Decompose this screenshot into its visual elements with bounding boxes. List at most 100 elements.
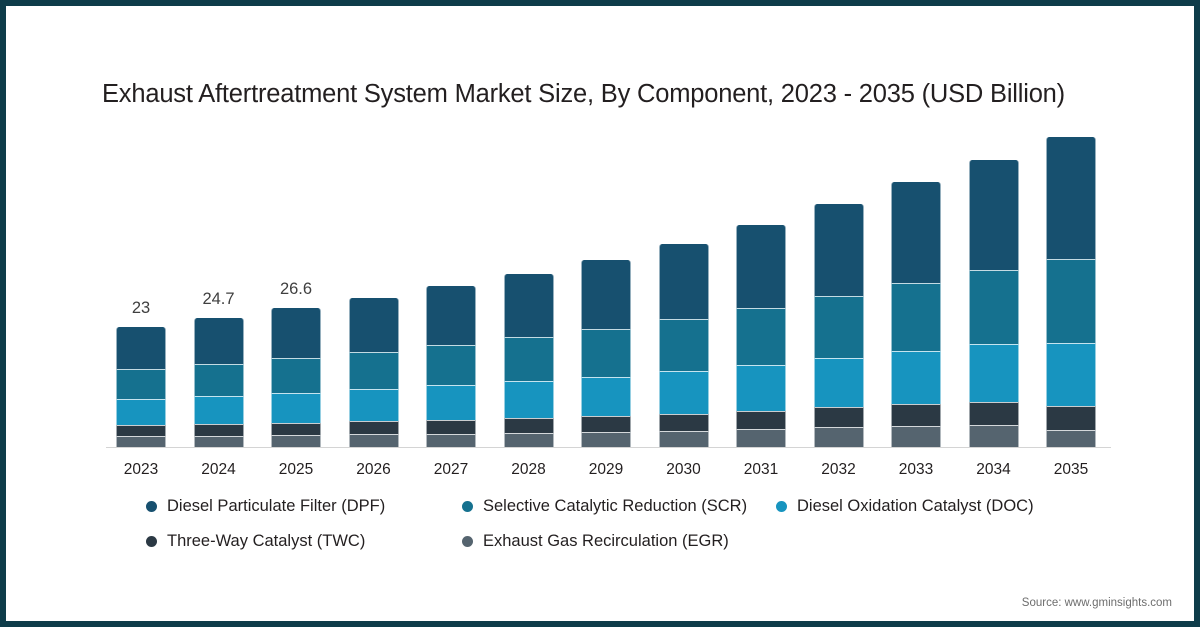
bar-segment[interactable] bbox=[271, 357, 321, 393]
legend-swatch-icon bbox=[462, 500, 473, 512]
bar-segment[interactable] bbox=[503, 337, 554, 382]
bar-segment[interactable] bbox=[1046, 406, 1096, 431]
bar-segment[interactable] bbox=[658, 371, 709, 415]
legend-item[interactable]: Diesel Oxidation Catalyst (DOC) bbox=[776, 494, 1034, 518]
bar-segment[interactable] bbox=[193, 424, 244, 436]
legend-swatch-icon bbox=[462, 535, 473, 547]
x-axis-tick-label: 2025 bbox=[278, 461, 314, 478]
bar-segment[interactable] bbox=[813, 357, 864, 408]
bar-segment[interactable] bbox=[503, 273, 554, 338]
x-axis-tick-label: 2033 bbox=[898, 461, 934, 478]
bar-segment[interactable] bbox=[658, 431, 709, 447]
legend-row-1: Diesel Particulate Filter (DPF) Selective… bbox=[146, 494, 1106, 529]
bar-stack[interactable] bbox=[968, 160, 1019, 447]
bar-segment[interactable] bbox=[426, 433, 476, 447]
bar-segment[interactable] bbox=[348, 421, 399, 435]
bar-segment[interactable] bbox=[581, 329, 631, 377]
bar-stack[interactable] bbox=[736, 224, 786, 447]
bar-segment[interactable] bbox=[348, 389, 399, 422]
bar-segment[interactable] bbox=[1046, 343, 1096, 407]
bar-segment[interactable] bbox=[891, 350, 941, 405]
legend-row-2: Three-Way Catalyst (TWC) Exhaust Gas Reci… bbox=[146, 529, 1106, 564]
bar-segment[interactable] bbox=[116, 425, 166, 436]
bar-segment[interactable] bbox=[813, 407, 864, 428]
bar-segment[interactable] bbox=[503, 381, 554, 419]
x-axis-tick-label: 2035 bbox=[1053, 461, 1089, 478]
bar-segment[interactable] bbox=[271, 435, 321, 447]
bar-value-label: 26.6 bbox=[279, 280, 313, 299]
bar-segment[interactable] bbox=[348, 434, 399, 447]
bar-segment[interactable] bbox=[193, 318, 244, 364]
bar-segment[interactable] bbox=[193, 395, 244, 425]
legend-label: Diesel Oxidation Catalyst (DOC) bbox=[797, 496, 1034, 515]
bar-segment[interactable] bbox=[658, 319, 709, 372]
bar-stack[interactable] bbox=[891, 181, 941, 447]
bar-segment[interactable] bbox=[271, 308, 321, 358]
bar-segment[interactable] bbox=[348, 351, 399, 390]
bar-segment[interactable] bbox=[736, 224, 786, 309]
bar-segment[interactable] bbox=[736, 308, 786, 366]
bar-segment[interactable] bbox=[116, 368, 166, 399]
bar-segment[interactable] bbox=[813, 427, 864, 447]
bar-segment[interactable] bbox=[658, 243, 709, 320]
bar-stack[interactable] bbox=[658, 243, 709, 447]
bar-segment[interactable] bbox=[116, 435, 166, 447]
bar-segment[interactable] bbox=[813, 295, 864, 358]
bar-segment[interactable] bbox=[426, 385, 476, 420]
bar-segment[interactable] bbox=[736, 429, 786, 447]
bar-segment[interactable] bbox=[1046, 259, 1096, 344]
bar-stack[interactable] bbox=[116, 327, 166, 447]
bar-stack[interactable] bbox=[503, 273, 554, 447]
bar-segment[interactable] bbox=[968, 270, 1019, 345]
bar-segment[interactable] bbox=[271, 392, 321, 424]
bar-segment[interactable] bbox=[503, 418, 554, 434]
bar-segment[interactable] bbox=[581, 376, 631, 417]
bar-segment[interactable] bbox=[581, 432, 631, 447]
bar-stack[interactable] bbox=[581, 259, 631, 447]
x-axis-tick-label: 2027 bbox=[433, 461, 469, 478]
legend-label: Selective Catalytic Reduction (SCR) bbox=[483, 496, 748, 515]
bar-segment[interactable] bbox=[968, 424, 1019, 447]
bar-value-label: 23 bbox=[131, 299, 151, 317]
bar-segment[interactable] bbox=[581, 416, 631, 433]
bar-segment[interactable] bbox=[1046, 430, 1096, 447]
bar-segment[interactable] bbox=[968, 344, 1019, 402]
bar-segment[interactable] bbox=[736, 365, 786, 412]
page-title: Exhaust Aftertreatment System Market Siz… bbox=[102, 80, 1065, 108]
bar-segment[interactable] bbox=[426, 286, 476, 345]
x-axis-tick-label: 2026 bbox=[356, 461, 391, 478]
bar-segment[interactable] bbox=[1046, 137, 1096, 260]
bar-segment[interactable] bbox=[348, 297, 399, 352]
bar-segment[interactable] bbox=[891, 282, 941, 351]
bar-segment[interactable] bbox=[426, 419, 476, 434]
bar-segment[interactable] bbox=[271, 423, 321, 436]
bar-segment[interactable] bbox=[891, 181, 941, 283]
legend-item[interactable]: Diesel Particulate Filter (DPF) bbox=[146, 494, 385, 518]
bar-stack[interactable] bbox=[426, 286, 476, 447]
bar-segment[interactable] bbox=[581, 259, 631, 330]
bar-segment[interactable] bbox=[891, 404, 941, 426]
bar-stack[interactable] bbox=[1046, 137, 1096, 447]
bar-segment[interactable] bbox=[116, 327, 166, 369]
bar-segment[interactable] bbox=[193, 435, 244, 447]
bar-segment[interactable] bbox=[426, 344, 476, 386]
bar-segment[interactable] bbox=[813, 203, 864, 296]
legend-label: Diesel Particulate Filter (DPF) bbox=[167, 496, 386, 515]
bar-segment[interactable] bbox=[503, 433, 554, 447]
bar-segment[interactable] bbox=[193, 363, 244, 396]
legend-item[interactable]: Three-Way Catalyst (TWC) bbox=[146, 529, 365, 553]
bar-stack[interactable] bbox=[348, 297, 399, 447]
legend-swatch-icon bbox=[146, 535, 157, 547]
bar-stack[interactable] bbox=[271, 308, 321, 447]
bar-stack[interactable] bbox=[813, 203, 864, 447]
bar-segment[interactable] bbox=[736, 411, 786, 430]
bar-segment[interactable] bbox=[116, 398, 166, 426]
x-axis-line bbox=[106, 447, 1111, 448]
bar-segment[interactable] bbox=[968, 160, 1019, 271]
bar-segment[interactable] bbox=[891, 425, 941, 447]
bar-segment[interactable] bbox=[968, 401, 1019, 425]
legend-item[interactable]: Exhaust Gas Recirculation (EGR) bbox=[462, 529, 729, 553]
bar-segment[interactable] bbox=[658, 414, 709, 432]
bar-stack[interactable] bbox=[193, 318, 244, 447]
legend-item[interactable]: Selective Catalytic Reduction (SCR) bbox=[462, 494, 747, 518]
